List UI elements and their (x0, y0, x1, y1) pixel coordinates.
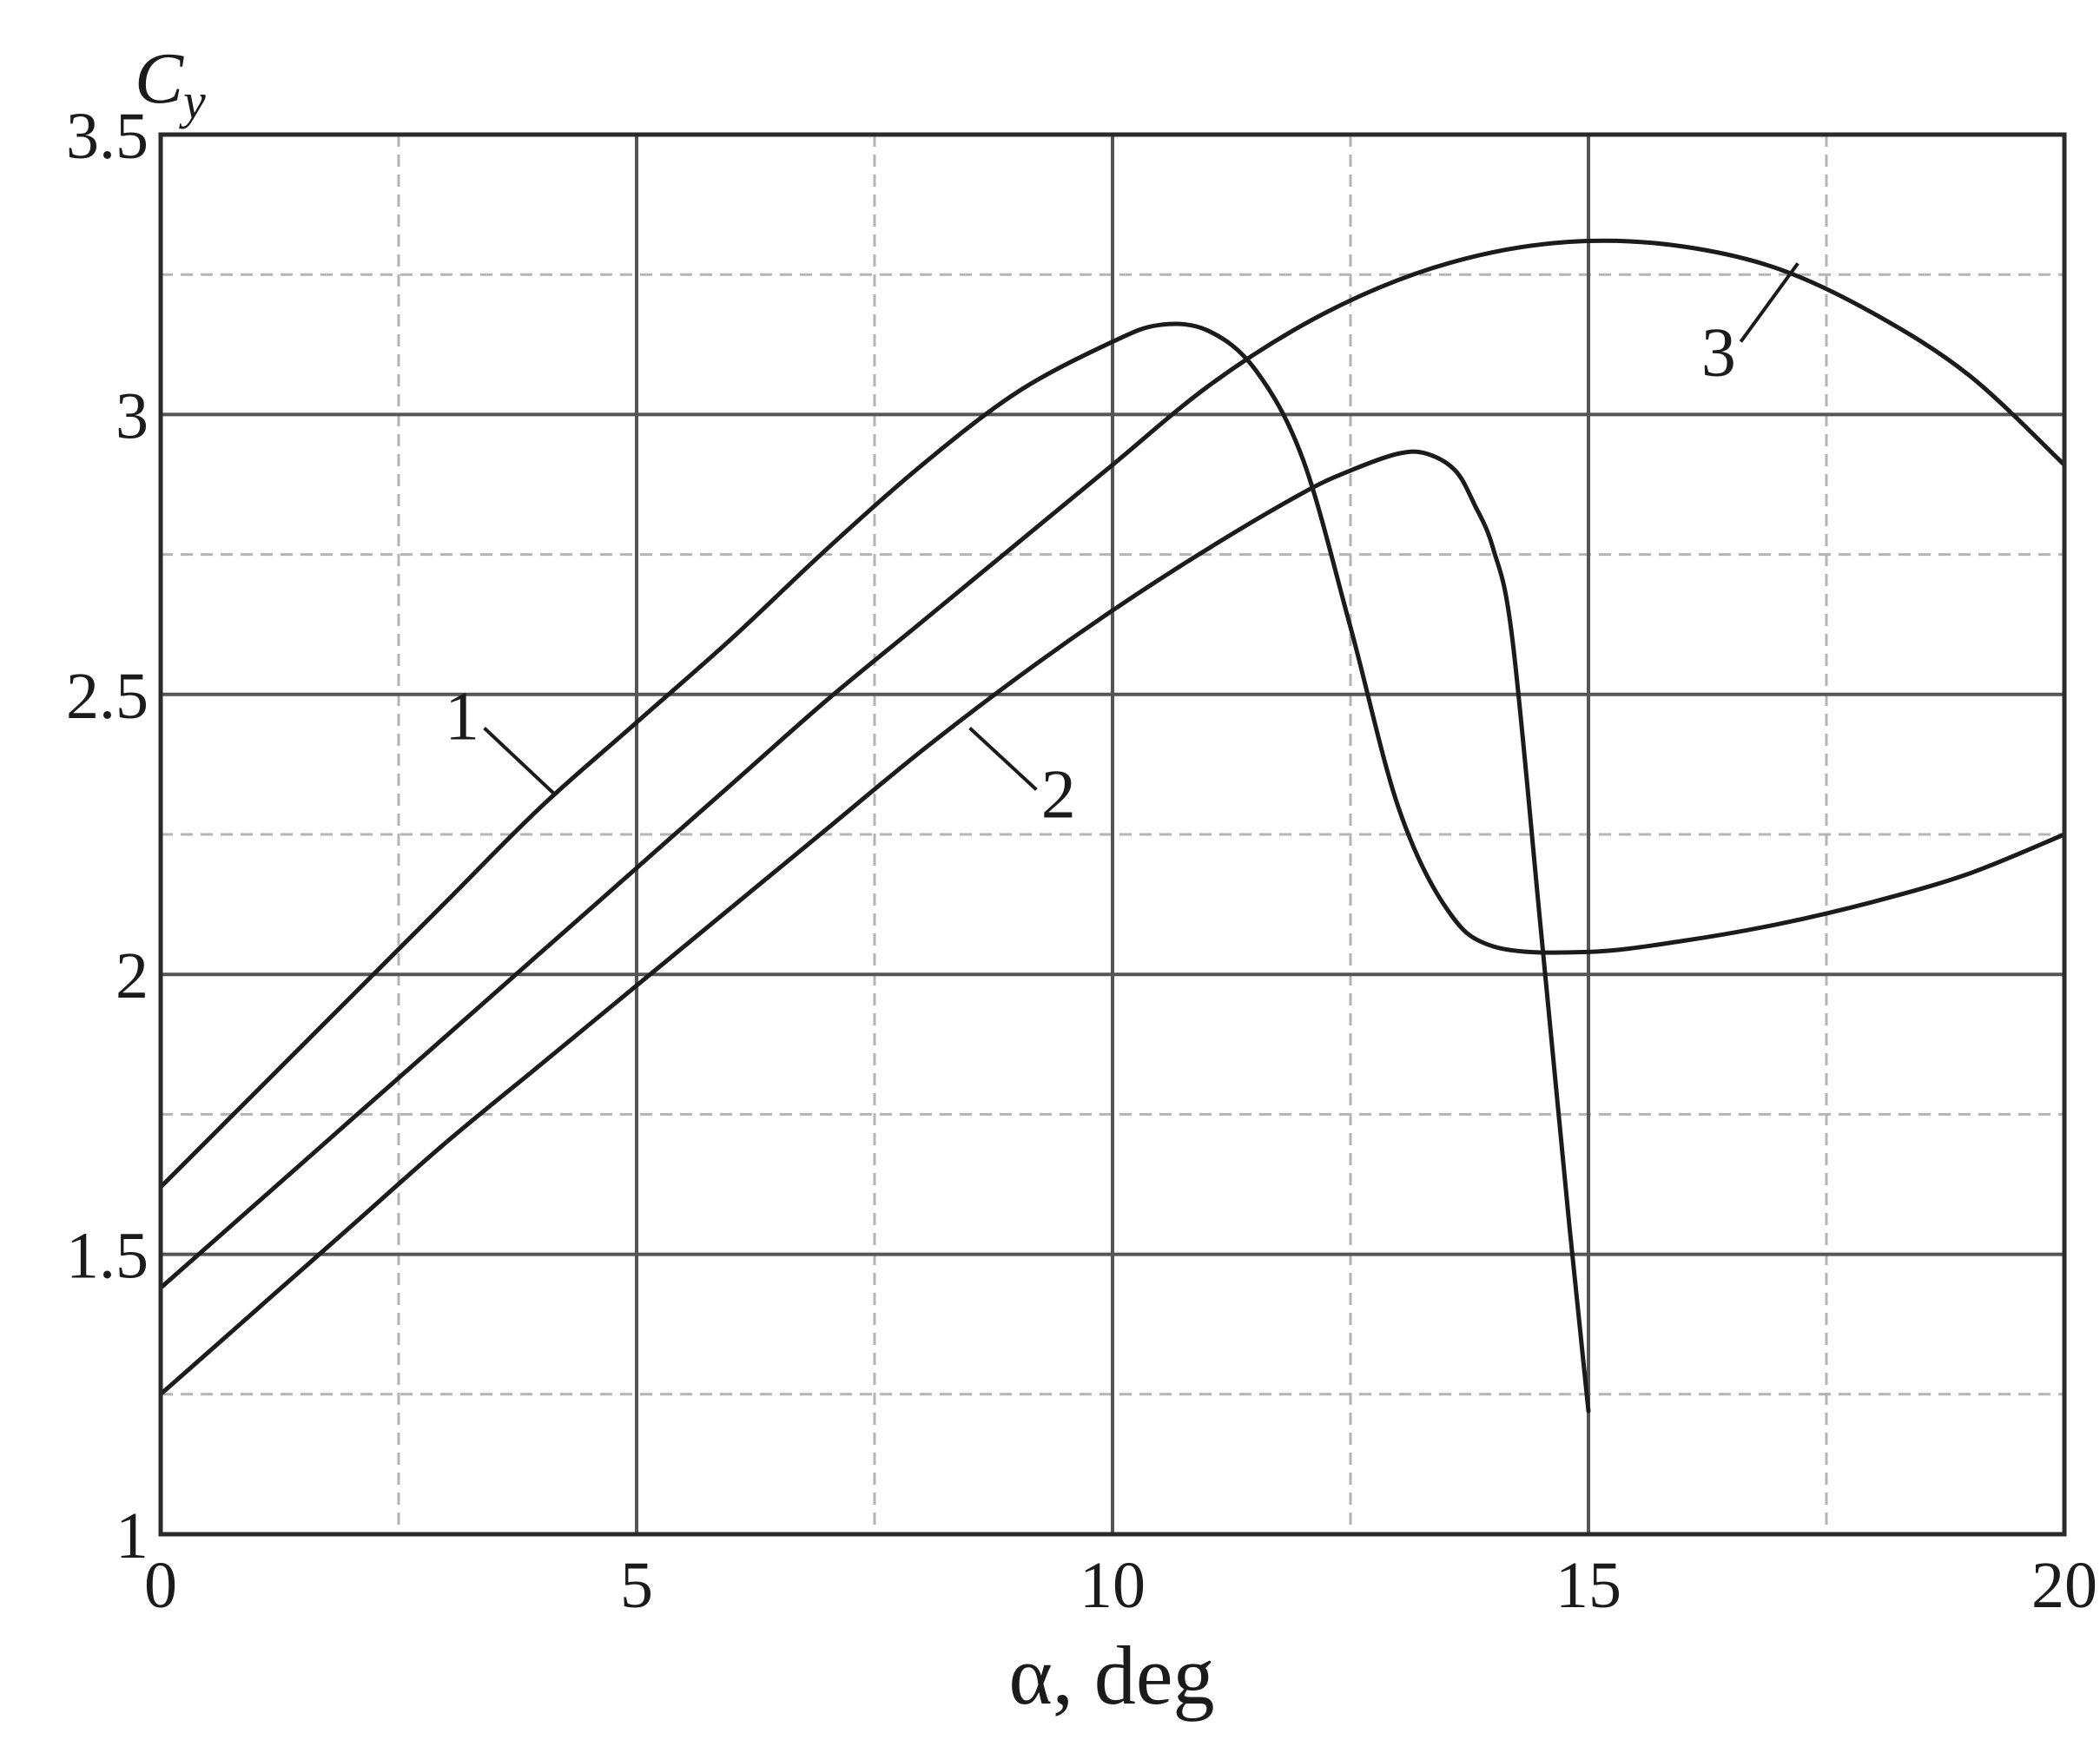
series-line-3 (158, 238, 2067, 1290)
x-tick-label: 15 (1555, 1549, 1621, 1622)
series-annotations: 1 2 3 (445, 262, 1800, 834)
series-lines (158, 238, 2067, 1414)
series-callout-leader (1739, 262, 1800, 343)
y-tick-label: 2 (116, 939, 149, 1012)
x-tick-label: 5 (620, 1549, 653, 1622)
x-axis-title: α, deg (1009, 1629, 1215, 1722)
y-tick-label: 1.5 (66, 1220, 149, 1293)
y-tick-label: 3 (116, 379, 149, 452)
series-callout-leader (483, 727, 558, 797)
tick-labels: 0 5 10 15 20 1 1.5 2 2.5 3 3.5 (66, 100, 2097, 1622)
plot-frame (158, 132, 2067, 1537)
series-callout-label: 3 (1701, 314, 1736, 391)
y-axis-title: Cy (135, 38, 206, 129)
y-axis-title-subscript: y (179, 73, 206, 129)
series-callout-leader (968, 727, 1038, 791)
series-line-1 (158, 321, 2067, 1190)
y-tick-label: 2.5 (66, 660, 149, 733)
series-callout-label: 2 (1041, 757, 1076, 834)
x-tick-label: 0 (144, 1549, 177, 1622)
x-tick-label: 10 (1080, 1549, 1146, 1622)
y-axis-title-main: C (135, 38, 184, 119)
series-callout-label: 1 (445, 678, 479, 755)
y-tick-label: 3.5 (66, 100, 149, 173)
y-tick-label: 1 (116, 1499, 149, 1572)
series-line-2 (158, 449, 1591, 1414)
x-tick-label: 20 (2031, 1549, 2097, 1622)
